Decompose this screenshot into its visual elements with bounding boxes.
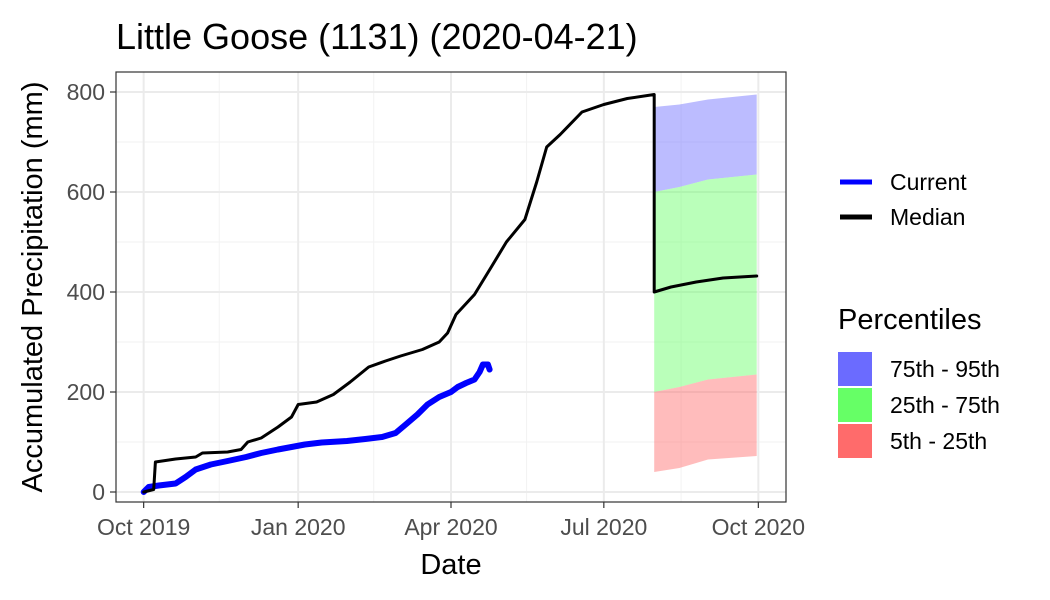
x-tick-label: Jul 2020 — [560, 514, 647, 540]
chart-title: Little Goose (1131) (2020-04-21) — [116, 16, 638, 57]
x-tick-label: Oct 2019 — [97, 514, 190, 540]
y-tick-label: 0 — [92, 479, 105, 505]
legend-label-25-75: 25th - 75th — [890, 392, 1000, 418]
band-1 — [654, 174, 757, 392]
x-tick-label: Jan 2020 — [251, 514, 346, 540]
series-line-median — [142, 93, 759, 494]
legend-title-percentiles: Percentiles — [838, 304, 981, 336]
band-0 — [654, 94, 757, 192]
y-axis: 0 200 400 600 800 — [67, 79, 116, 505]
legend-key-5-25 — [838, 424, 872, 458]
legend-key-75-95 — [838, 352, 872, 386]
band-2 — [654, 374, 757, 472]
y-axis-title: Accumulated Precipitation (mm) — [17, 82, 49, 493]
y-tick-label: 800 — [67, 79, 105, 105]
y-tick-label: 600 — [67, 179, 105, 205]
x-axis: Oct 2019 Jan 2020 Apr 2020 Jul 2020 Oct 2020 — [97, 502, 805, 540]
x-tick-label: Apr 2020 — [404, 514, 497, 540]
series-line-current — [140, 361, 493, 495]
series-lines — [140, 93, 759, 495]
y-tick-label: 200 — [67, 379, 105, 405]
legend-label-median: Median — [890, 204, 965, 230]
legend-key-25-75 — [838, 388, 872, 422]
legend-label-75-95: 75th - 95th — [890, 356, 1000, 382]
legend: Current Median Percentiles 75th - 95th 2… — [838, 169, 1000, 458]
legend-label-5-25: 5th - 25th — [890, 428, 987, 454]
percentile-bands — [654, 94, 757, 472]
x-tick-label: Oct 2020 — [712, 514, 805, 540]
x-axis-title: Date — [420, 549, 481, 581]
y-tick-label: 400 — [67, 279, 105, 305]
legend-label-current: Current — [890, 169, 967, 195]
